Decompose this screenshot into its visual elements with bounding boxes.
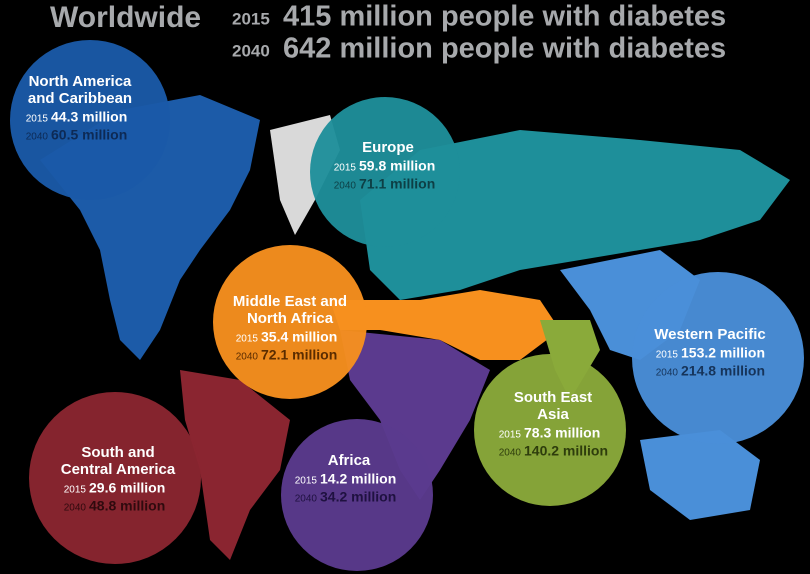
region-name: North Africa xyxy=(247,310,334,327)
region-value: 14.2 million xyxy=(320,471,396,487)
region-name: South East xyxy=(514,389,592,406)
region-circle xyxy=(310,97,460,247)
region-year: 2040 xyxy=(64,503,87,514)
region-year: 2015 xyxy=(236,334,259,345)
region-year: 2040 xyxy=(656,368,679,379)
africa xyxy=(340,330,490,500)
region-name: and Caribbean xyxy=(28,90,132,107)
region-year: 2040 xyxy=(295,494,318,505)
region-value: 34.2 million xyxy=(320,489,396,505)
region-year: 2040 xyxy=(26,132,49,143)
region-value: 48.8 million xyxy=(89,498,165,514)
region-name: South and xyxy=(81,444,154,461)
region-year: 2015 xyxy=(334,163,357,174)
region-circle xyxy=(281,419,433,571)
region-circle xyxy=(632,272,804,444)
region-year: 2040 xyxy=(236,352,259,363)
region-year: 2015 xyxy=(499,430,522,441)
region-value: 60.5 million xyxy=(51,127,127,143)
australia xyxy=(640,430,760,520)
region-value: 35.4 million xyxy=(261,329,337,345)
region-year: 2040 xyxy=(334,181,357,192)
middle-east xyxy=(330,290,560,360)
region-value: 78.3 million xyxy=(524,425,600,441)
region-name: North America xyxy=(29,73,132,90)
region-name: Africa xyxy=(328,452,371,469)
region-value: 59.8 million xyxy=(359,158,435,174)
region-value: 140.2 million xyxy=(524,443,608,459)
region-value: 29.6 million xyxy=(89,480,165,496)
region-value: 72.1 million xyxy=(261,347,337,363)
region-year: 2015 xyxy=(656,350,679,361)
region-name: Asia xyxy=(537,406,569,423)
header-year: 2040 xyxy=(232,41,270,60)
header-label: Worldwide xyxy=(50,1,201,34)
region-year: 2015 xyxy=(26,114,49,125)
region-name: Middle East and xyxy=(233,293,347,310)
region-circle xyxy=(474,354,626,506)
region-circle xyxy=(29,392,201,564)
region-value: 44.3 million xyxy=(51,109,127,125)
region-year: 2015 xyxy=(64,485,87,496)
region-year: 2040 xyxy=(499,448,522,459)
region-value: 214.8 million xyxy=(681,363,765,379)
region-circle xyxy=(10,40,170,200)
header-text: 415 million people with diabetes xyxy=(283,1,726,33)
header-year: 2015 xyxy=(232,9,270,28)
europe-russia xyxy=(360,130,790,300)
region-value: 71.1 million xyxy=(359,176,435,192)
region-name: Central America xyxy=(61,461,176,478)
region-year: 2015 xyxy=(295,476,318,487)
south-america xyxy=(180,370,290,560)
region-name: Europe xyxy=(362,139,414,156)
region-circle xyxy=(213,245,367,399)
region-value: 153.2 million xyxy=(681,345,765,361)
region-name: Western Pacific xyxy=(654,326,765,343)
header-text: 642 million people with diabetes xyxy=(283,33,726,65)
